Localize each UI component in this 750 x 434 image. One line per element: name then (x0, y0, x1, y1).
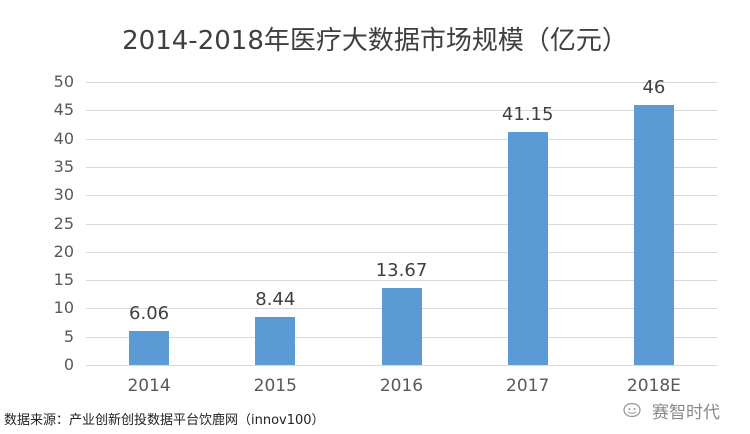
x-tick-label: 2014 (127, 376, 171, 396)
bar-2014 (129, 330, 170, 365)
y-tick-label: 5 (63, 326, 74, 346)
y-tick-label: 0 (63, 355, 74, 374)
y-tick-label: 15 (53, 270, 74, 290)
brand-watermark: 赛智时代 (622, 398, 720, 423)
gridline (86, 195, 717, 197)
gridline (86, 110, 717, 112)
chart-title: 2014-2018年医疗大数据市场规模（亿元） (122, 26, 628, 56)
value-label: 41.15 (501, 104, 554, 126)
y-tick-label: 50 (53, 72, 74, 91)
gridline (86, 82, 717, 83)
y-tick-label: 25 (53, 213, 74, 233)
y-tick-label: 20 (53, 241, 74, 261)
bar-2017 (507, 132, 548, 365)
x-tick-label: 2017 (506, 376, 550, 396)
gridline (86, 223, 717, 225)
gridline (86, 365, 717, 366)
bar-2018E (633, 104, 674, 365)
brand-name: 赛智时代 (652, 403, 720, 423)
y-tick-label: 30 (53, 185, 74, 205)
y-tick-label: 40 (53, 128, 74, 148)
y-tick-label: 10 (53, 298, 74, 318)
y-tick-label: 35 (53, 156, 74, 176)
gridline (86, 166, 717, 168)
gridline (86, 251, 717, 253)
value-label: 13.67 (375, 259, 428, 281)
y-tick-label: 45 (53, 100, 74, 120)
value-label: 8.44 (255, 289, 296, 311)
bar-2016 (381, 287, 422, 365)
source-note: 数据来源：产业创新创投数据平台饮鹿网（innov100） (4, 413, 325, 428)
plot-area: 6.06 8.44 13.67 41.15 46 (86, 77, 717, 366)
x-tick-label: 2018E (626, 376, 681, 396)
bar-2015 (255, 317, 296, 365)
x-tick-label: 2015 (253, 376, 297, 396)
gridline (86, 138, 717, 140)
gridline (86, 280, 717, 282)
wechat-icon (623, 402, 641, 417)
x-tick-label: 2016 (379, 376, 424, 396)
value-label: 6.06 (129, 302, 170, 324)
value-label: 46 (642, 76, 666, 98)
